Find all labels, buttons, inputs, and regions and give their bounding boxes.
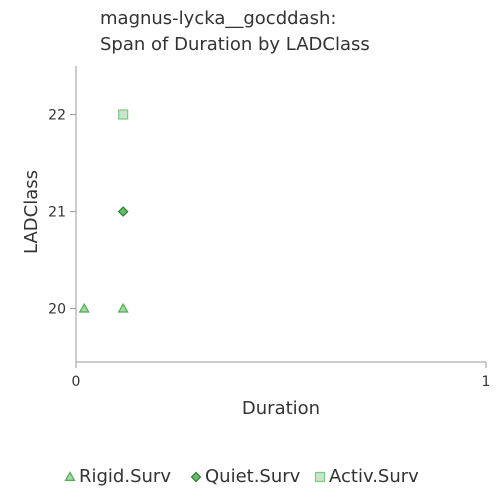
square-marker-icon xyxy=(314,471,326,483)
chart-title-line1: magnus-lycka__gocddash: xyxy=(100,8,337,29)
chart-title-line2: Span of Duration by LADClass xyxy=(100,34,370,55)
triangle-marker-shape xyxy=(64,471,76,481)
x-axis-label: Duration xyxy=(242,398,320,419)
diamond-marker-shape xyxy=(190,471,202,483)
y-tick-label: 21 xyxy=(48,205,66,221)
legend-label: Activ.Surv xyxy=(329,466,419,487)
legend-item-activ-surv: Activ.Surv xyxy=(314,464,419,490)
legend-item-rigid-surv: Rigid.Surv xyxy=(64,464,171,490)
data-point-triangle xyxy=(117,302,129,313)
legend-label: Rigid.Surv xyxy=(79,466,171,487)
diamond-marker-icon xyxy=(190,471,202,483)
axes: 20 21 22 0 1 xyxy=(48,66,490,390)
square-marker-shape xyxy=(314,471,326,483)
data-points xyxy=(78,109,129,313)
data-point-square xyxy=(118,109,129,120)
x-tick-label: 0 xyxy=(72,374,81,390)
y-axis-label: LADClass xyxy=(21,170,42,254)
y-tick-label: 20 xyxy=(48,302,66,318)
legend-item-quiet-surv: Quiet.Surv xyxy=(190,464,300,490)
y-tick-label: 22 xyxy=(48,108,66,124)
legend: Rigid.Surv Quiet.Surv Activ.Surv xyxy=(0,464,500,490)
data-point-diamond xyxy=(117,206,129,217)
x-tick-label: 1 xyxy=(482,374,491,390)
data-point-triangle xyxy=(78,302,90,313)
triangle-marker-icon xyxy=(64,471,76,481)
legend-label: Quiet.Surv xyxy=(205,466,301,487)
chart-title: magnus-lycka__gocddash: Span of Duration… xyxy=(100,6,370,58)
